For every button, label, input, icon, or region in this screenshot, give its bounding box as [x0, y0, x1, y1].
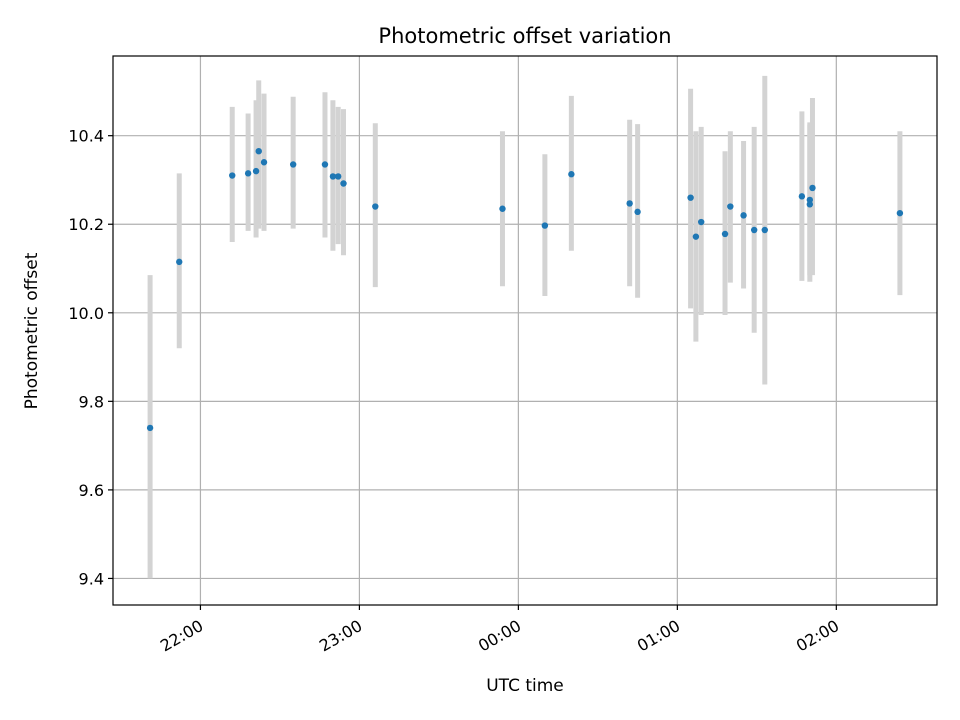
data-point: [499, 205, 506, 212]
data-point: [727, 203, 734, 210]
data-point: [321, 161, 329, 168]
data-point: [750, 226, 758, 234]
data-point: [697, 218, 705, 226]
x-axis-title: UTC time: [486, 676, 564, 696]
data-point: [176, 258, 183, 266]
data-point: [692, 233, 700, 240]
data-point: [541, 222, 549, 229]
data-point: [260, 159, 268, 166]
data-point: [798, 193, 806, 200]
y-axis-title: Photometric offset: [22, 252, 42, 409]
data-point: [255, 147, 262, 155]
data-point: [229, 172, 236, 179]
data-point: [146, 424, 154, 432]
data-point: [806, 201, 814, 208]
data-point: [340, 180, 347, 187]
data-point: [761, 226, 768, 234]
data-point: [372, 203, 379, 210]
data-point: [896, 209, 904, 217]
y-tick-label: 9.8: [79, 392, 104, 411]
data-point: [626, 200, 633, 207]
y-tick-label: 9.6: [79, 481, 104, 500]
y-tick-label: 9.4: [79, 569, 104, 588]
data-point: [721, 230, 729, 238]
data-point: [244, 170, 252, 177]
data-point: [634, 208, 641, 216]
data-points: [146, 147, 904, 432]
y-tick-label: 10.0: [68, 304, 104, 323]
data-point: [687, 194, 694, 201]
y-axis-ticks: 9.4 9.6 9.8 10.0 10.2 10.4: [68, 127, 113, 588]
plot-frame: [112, 55, 938, 606]
data-point: [252, 167, 260, 175]
data-point: [289, 161, 297, 168]
data-point: [335, 173, 342, 180]
y-tick-label: 10.4: [68, 127, 104, 146]
data-point: [568, 171, 575, 178]
chart-title: Photometric offset variation: [378, 24, 671, 48]
data-point: [740, 212, 747, 219]
y-tick-label: 10.2: [68, 215, 104, 234]
data-point: [329, 173, 337, 180]
data-point: [809, 184, 816, 192]
data-point: [806, 196, 814, 204]
